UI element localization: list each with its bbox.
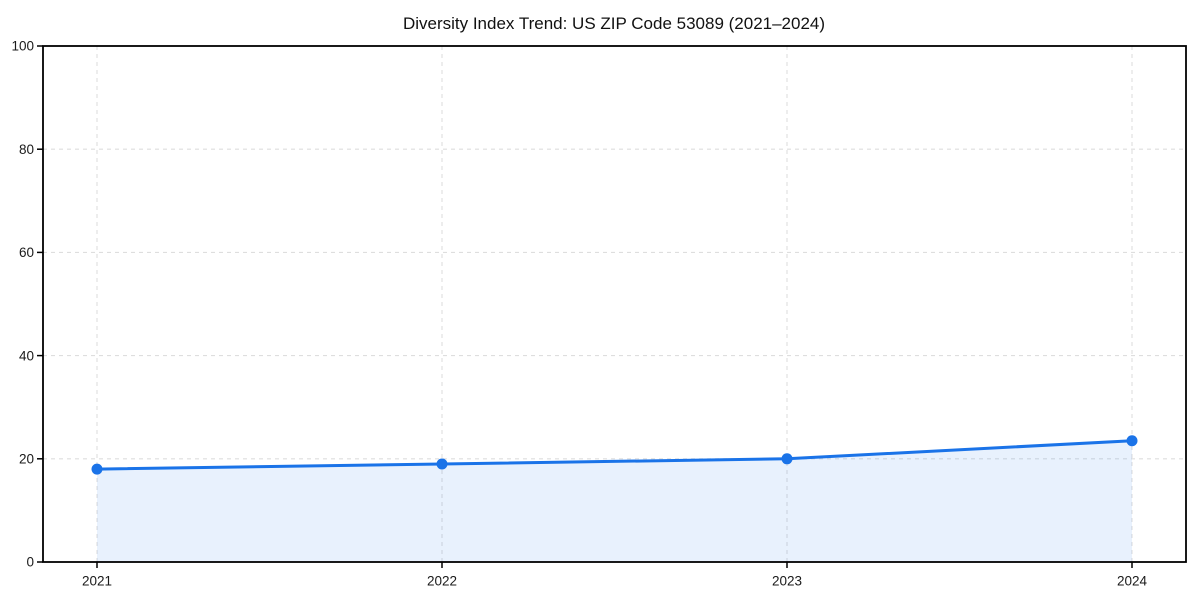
y-tick-label-60: 60 [19, 245, 34, 260]
plot-border [42, 45, 1187, 563]
x-tick-label-2024: 2024 [1117, 574, 1148, 589]
y-tick-label-20: 20 [19, 452, 34, 467]
data-point-2021 [91, 463, 103, 475]
y-tick-label-100: 100 [11, 39, 34, 54]
data-point-2023 [781, 453, 793, 465]
y-tick-label-80: 80 [19, 142, 34, 157]
data-point-2024 [1126, 435, 1138, 447]
y-tick-label-40: 40 [19, 348, 34, 363]
x-tick-label-2021: 2021 [82, 574, 112, 589]
y-tick-label-0: 0 [26, 555, 34, 570]
plot-area: 0 20 40 60 80 100 2021 2022 2023 2024 [11, 39, 1187, 589]
area-fill [97, 440, 1132, 562]
x-tick-label-2022: 2022 [427, 574, 457, 589]
x-tick-label-2023: 2023 [772, 574, 802, 589]
trend-line [95, 439, 1134, 471]
chart-title: Diversity Index Trend: US ZIP Code 53089… [403, 14, 825, 33]
data-point-2022 [436, 458, 448, 470]
